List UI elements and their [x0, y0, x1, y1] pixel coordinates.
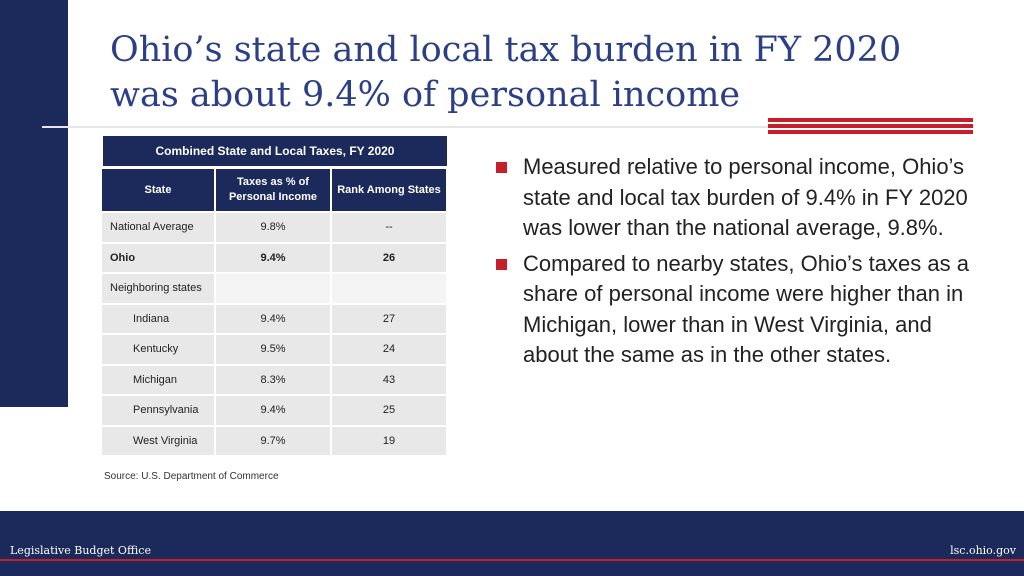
bullet-text: Compared to nearby states, Ohio’s taxes …: [523, 250, 969, 368]
footer-bar: [0, 511, 1024, 576]
title-line-2: was about 9.4% of personal income: [110, 75, 741, 115]
tax-table: Combined State and Local Taxes, FY 2020 …: [102, 135, 448, 455]
cell-rank: 25: [332, 396, 448, 425]
table-row: Ohio 9.4% 26: [102, 241, 448, 272]
cell-rank: --: [332, 213, 448, 242]
cell-rank: 43: [332, 365, 448, 394]
bullet-text: Measured relative to personal income, Oh…: [523, 154, 968, 240]
cell-rank: [332, 274, 448, 303]
table-header-row: State Taxes as % of Personal Income Rank…: [102, 169, 448, 211]
cell-rank: 19: [332, 426, 448, 455]
footer-website: lsc.ohio.gov: [950, 544, 1016, 557]
title-line-1: Ohio’s state and local tax burden in FY …: [110, 30, 902, 70]
table-row: Neighboring states: [102, 272, 448, 303]
cell-pct: 9.8%: [216, 213, 332, 242]
cell-pct: 9.5%: [216, 335, 332, 364]
table-row: Michigan 8.3% 43: [102, 363, 448, 394]
cell-pct: 9.4%: [216, 396, 332, 425]
title-divider: [42, 126, 974, 128]
left-accent-bar: [0, 0, 68, 407]
table-row: Indiana 9.4% 27: [102, 302, 448, 333]
cell-state: Indiana: [102, 304, 216, 333]
cell-state: National Average: [102, 213, 216, 242]
table-caption: Combined State and Local Taxes, FY 2020: [102, 135, 448, 167]
cell-state: Pennsylvania: [102, 396, 216, 425]
square-bullet-icon: [496, 258, 507, 270]
bullet-item: Compared to nearby states, Ohio’s taxes …: [496, 249, 996, 371]
cell-pct: [216, 274, 332, 303]
cell-state: West Virginia: [102, 426, 216, 455]
cell-state: Michigan: [102, 365, 216, 394]
cell-rank: 26: [332, 243, 448, 272]
table-row: National Average 9.8% --: [102, 211, 448, 242]
square-bullet-icon: [496, 162, 507, 173]
table-row: Kentucky 9.5% 24: [102, 333, 448, 364]
slide-title: Ohio’s state and local tax burden in FY …: [110, 28, 970, 118]
table-row: West Virginia 9.7% 19: [102, 424, 448, 455]
header-rank: Rank Among States: [332, 169, 448, 211]
footer-org-name: Legislative Budget Office: [10, 544, 151, 557]
source-note: Source: U.S. Department of Commerce: [104, 471, 279, 482]
cell-state: Ohio: [102, 243, 216, 272]
red-stripe-decoration: [768, 118, 973, 134]
bullet-item: Measured relative to personal income, Oh…: [496, 152, 996, 244]
cell-pct: 9.4%: [216, 243, 332, 272]
cell-state: Kentucky: [102, 335, 216, 364]
cell-state: Neighboring states: [102, 274, 216, 303]
header-state: State: [102, 169, 216, 211]
cell-rank: 27: [332, 304, 448, 333]
cell-pct: 9.4%: [216, 304, 332, 333]
bullet-list: Measured relative to personal income, Oh…: [496, 152, 996, 376]
cell-pct: 8.3%: [216, 365, 332, 394]
cell-pct: 9.7%: [216, 426, 332, 455]
cell-rank: 24: [332, 335, 448, 364]
header-taxes-pct: Taxes as % of Personal Income: [216, 169, 332, 211]
table-row: Pennsylvania 9.4% 25: [102, 394, 448, 425]
footer-red-rule: [0, 559, 1024, 561]
